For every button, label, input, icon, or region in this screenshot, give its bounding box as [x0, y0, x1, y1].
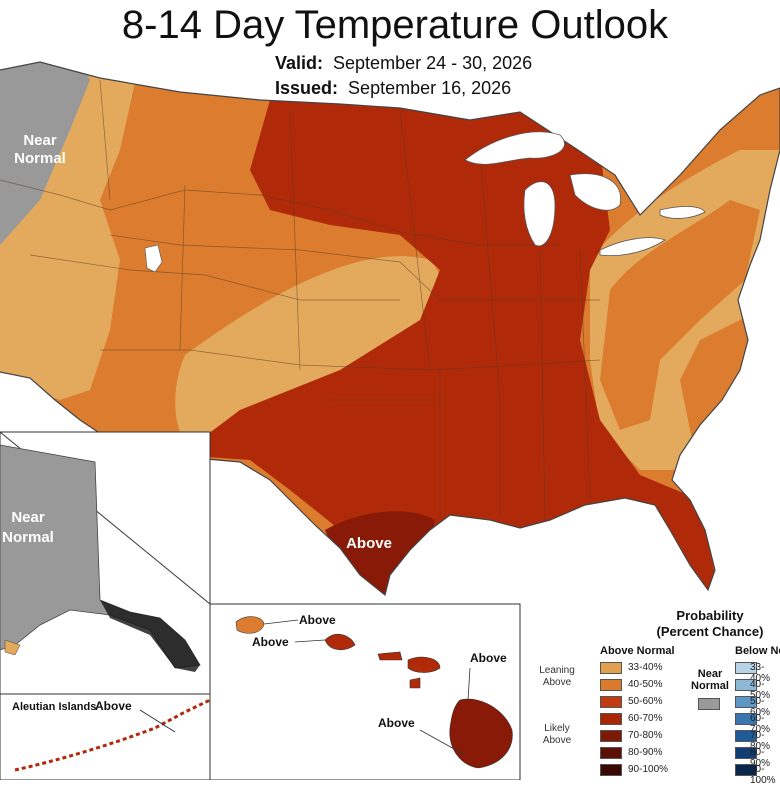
legend-likely-group: Likely Above	[542, 723, 572, 746]
legend-above-swatch-1	[600, 662, 622, 674]
hawaii-oahu	[324, 633, 356, 650]
legend-above-range-3: 50-60%	[628, 696, 663, 707]
legend-below-header: Below Normal	[735, 645, 780, 657]
legend-above-range-7: 90-100%	[628, 764, 669, 775]
zone-above-33-40-southwest	[175, 256, 441, 455]
bigisland-above-label-2: Above	[378, 716, 415, 730]
legend-near-normal-label: Near Normal	[691, 668, 729, 692]
legend-above-swatch-4	[600, 713, 622, 725]
alaska-leaning-spot	[4, 639, 21, 656]
kauai-pointer	[263, 619, 299, 625]
alaska-panhandle	[100, 600, 200, 672]
legend-below-swatch-5	[735, 730, 757, 742]
issued-value: September 16, 2026	[348, 78, 512, 98]
legend-below-swatch-1	[735, 662, 757, 674]
legend-above-range-6: 80-90%	[628, 747, 663, 758]
hawaii-big-island	[449, 698, 513, 769]
legend-below-range-5: 70-80%	[750, 730, 771, 752]
legend-below-range-3: 50-60%	[750, 696, 771, 718]
legend-above-swatch-5	[600, 730, 622, 742]
legend-below-range-2: 40-50%	[750, 679, 771, 701]
conus-near-normal-label-1: Near	[23, 132, 57, 149]
probability-legend: Probability (Percent Chance) Above Norma…	[530, 605, 780, 786]
legend-below-range-4: 60-70%	[750, 713, 771, 735]
valid-value: September 24 - 30, 2026	[333, 53, 533, 73]
legend-below-swatch-7	[735, 764, 757, 776]
alaska-near-normal-label-1: Near	[11, 509, 45, 526]
aleutian-inset	[0, 693, 211, 780]
aleutian-label: Aleutian Islands	[12, 701, 96, 713]
legend-below-range-1: 33-40%	[750, 662, 771, 684]
legend-above-range-2: 40-50%	[628, 679, 663, 690]
legend-above-range-4: 60-70%	[628, 713, 663, 724]
issued-label: Issued:	[275, 78, 339, 98]
issued-date: Issued: September 16, 2026	[275, 77, 511, 99]
zone-above-60-70	[325, 511, 435, 595]
alaska-inset	[0, 431, 211, 695]
legend-title-2: (Percent Chance)	[656, 624, 764, 639]
map-title: 8-14 Day Temperature Outlook	[121, 3, 669, 47]
legend-below-range-6: 80-90%	[750, 747, 771, 769]
zone-above-40-50-east	[600, 200, 760, 430]
lake-michigan	[523, 181, 556, 247]
oahu-above-label: Above	[252, 635, 289, 649]
state-borders	[0, 79, 601, 521]
hawaii-kauai	[235, 616, 265, 634]
lake-erie	[599, 237, 666, 257]
hawaii-molokai	[377, 651, 403, 661]
bigisland-pointer-1	[467, 667, 471, 701]
conus-near-normal-label-2: Normal	[14, 150, 66, 167]
legend-above-header: Above Normal	[600, 645, 675, 657]
bigisland-above-label: Above	[470, 651, 507, 665]
legend-title-1: Probability	[676, 608, 744, 623]
legend-near-normal-swatch	[698, 698, 720, 710]
aleutian-pointer	[139, 709, 176, 733]
bigisland-pointer-2	[419, 729, 466, 756]
oahu-pointer	[294, 639, 326, 643]
legend-below-swatch-3	[735, 696, 757, 708]
hawaii-kahoolawe	[409, 677, 421, 689]
aleutian-above-label: Above	[95, 699, 132, 713]
kauai-above-label: Above	[299, 613, 336, 627]
legend-below-range-7: 90-100%	[750, 764, 776, 786]
conus-outline	[0, 61, 780, 597]
hawaii-inset	[209, 603, 521, 780]
lake-superior	[464, 131, 565, 165]
great-lakes	[464, 131, 706, 257]
legend-above-swatch-2	[600, 679, 622, 691]
valid-label: Valid:	[275, 53, 324, 73]
legend-below-swatch-4	[735, 713, 757, 725]
lake-ontario	[659, 206, 706, 219]
legend-above-range-5: 70-80%	[628, 730, 663, 741]
zone-near-normal-nw	[0, 62, 90, 245]
zone-above-50-60	[180, 100, 720, 595]
hawaii-maui	[407, 656, 441, 673]
legend-below-swatch-2	[735, 679, 757, 691]
texas-above-label: Above	[346, 535, 392, 552]
legend-above-swatch-3	[600, 696, 622, 708]
legend-above-swatch-7	[600, 764, 622, 776]
legend-below-swatch-6	[735, 747, 757, 759]
legend-above-range-1: 33-40%	[628, 662, 663, 673]
legend-leaning-group: Leaning Above	[539, 665, 575, 688]
legend-above-swatch-6	[600, 747, 622, 759]
valid-dates: Valid: September 24 - 30, 2026	[275, 52, 532, 74]
lake-huron	[569, 173, 622, 211]
great-salt-lake	[144, 244, 163, 273]
alaska-near-normal-label-2: Normal	[2, 529, 54, 546]
